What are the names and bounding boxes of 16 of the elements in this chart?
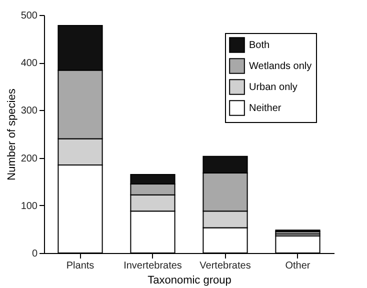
legend-label: Neither (249, 103, 282, 114)
y-tick-label: 400 (20, 58, 38, 70)
x-tick-label: Vertebrates (200, 260, 251, 272)
y-tick-label: 0 (32, 248, 38, 260)
legend-label: Both (249, 40, 270, 51)
x-tick-label: Plants (66, 260, 94, 272)
y-tick-label: 500 (20, 10, 38, 22)
legend-label: Urban only (249, 82, 298, 93)
y-tick-label: 200 (20, 153, 38, 164)
x-tick-label: Other (285, 260, 311, 272)
y-tick-label: 100 (20, 200, 38, 212)
x-axis-title: Taxonomic group (148, 274, 232, 286)
y-axis-title: Number of species (6, 88, 18, 180)
x-tick-label: Invertebrates (124, 260, 182, 272)
legend-label: Wetlands only (249, 61, 312, 72)
y-tick-label: 300 (20, 106, 38, 117)
